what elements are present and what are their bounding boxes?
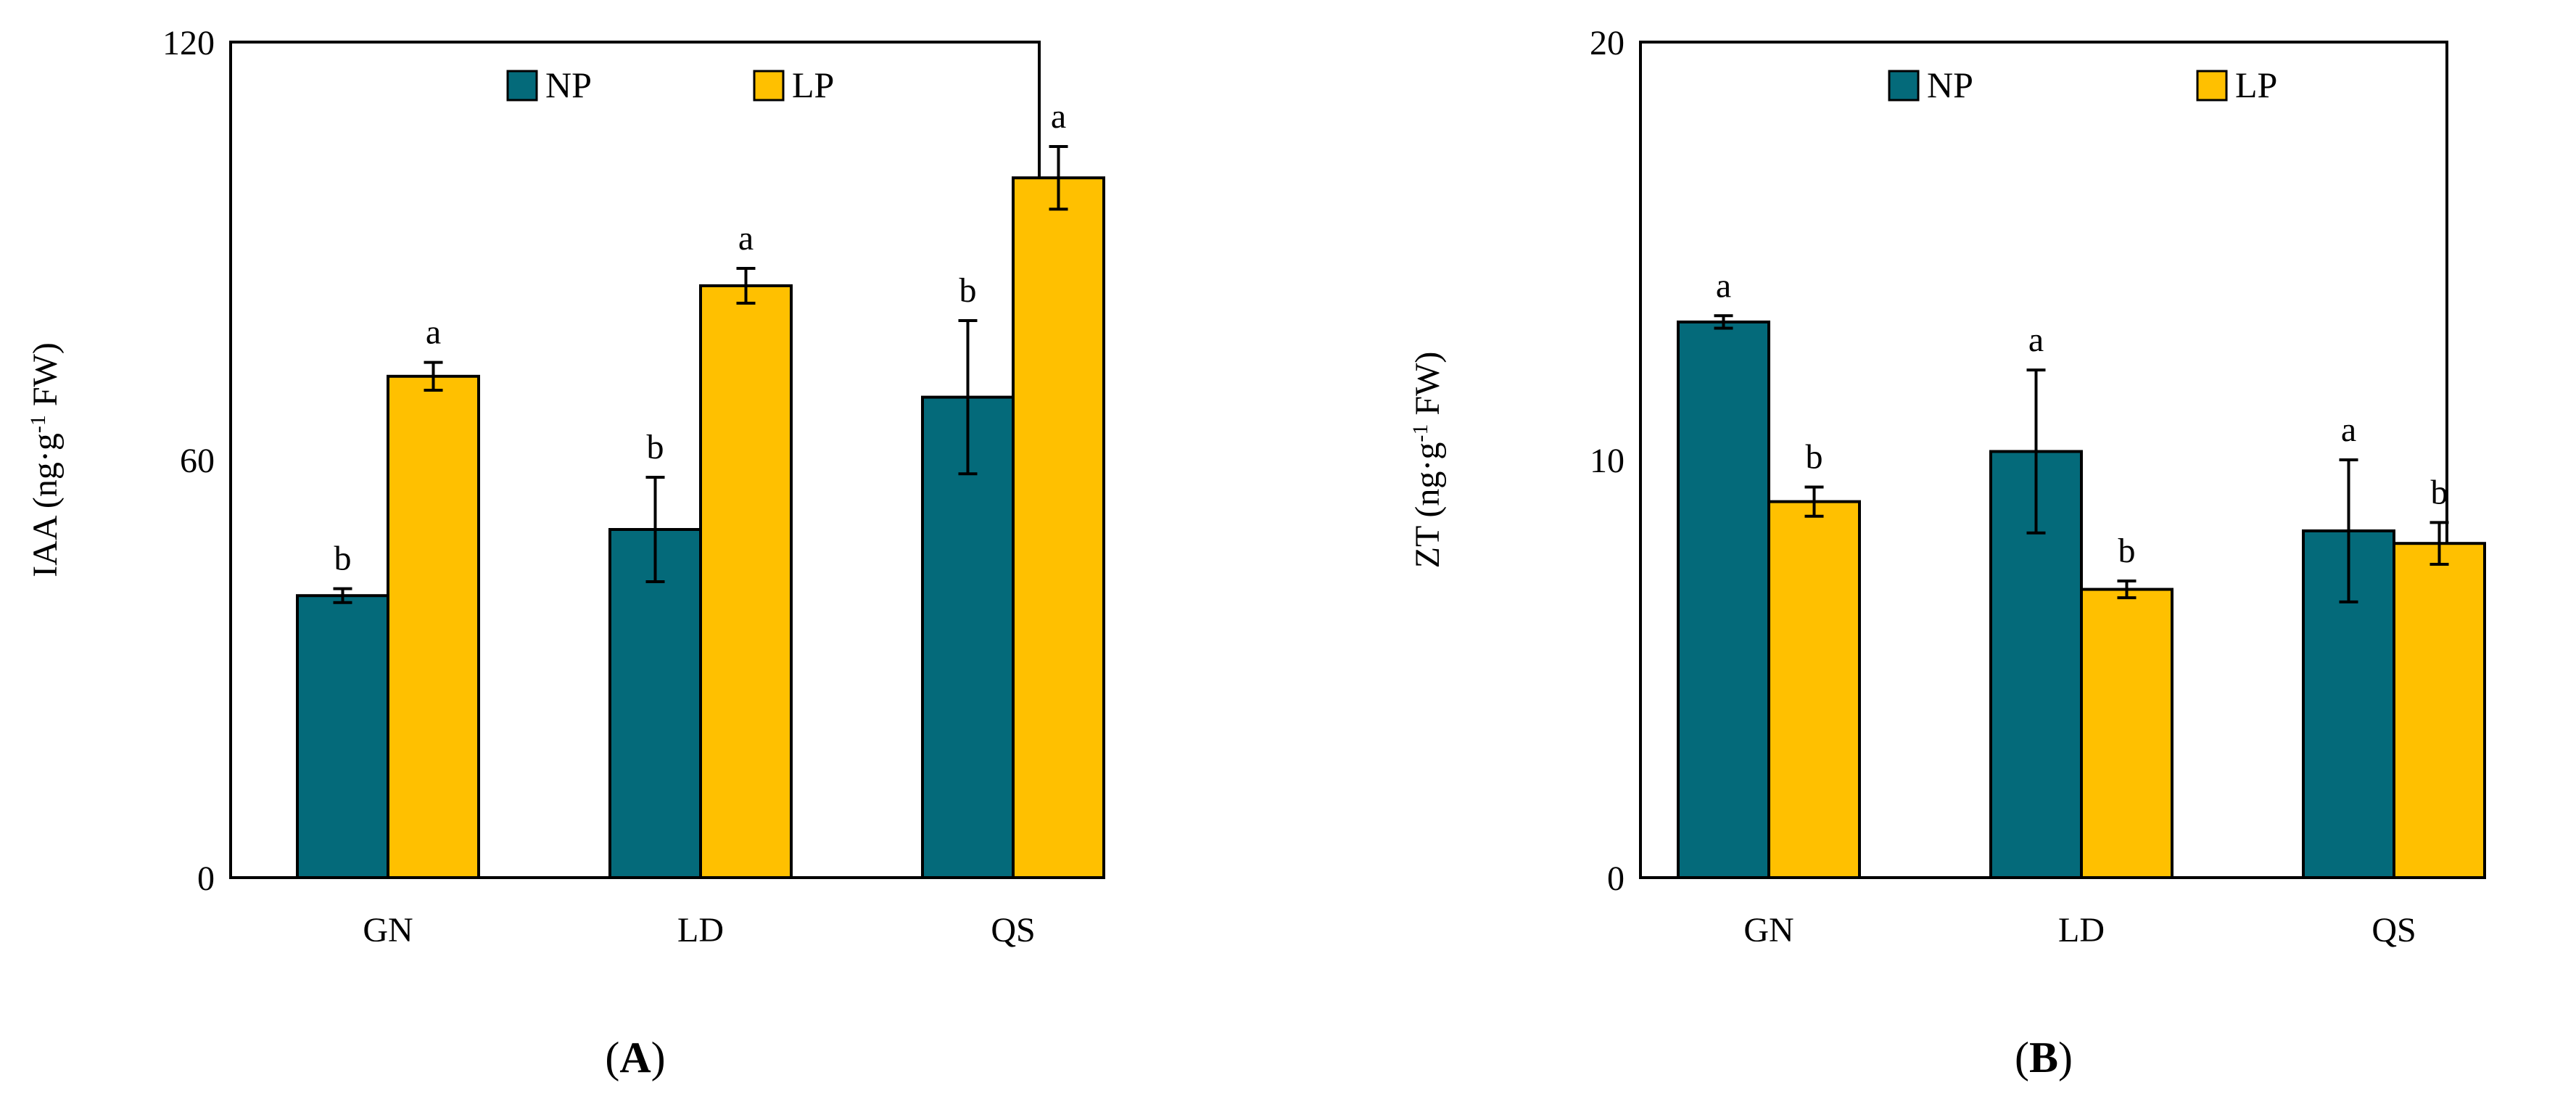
panel-b-x-tick-label: GN — [1743, 911, 1793, 949]
panel-a-y-tick-label: 120 — [162, 24, 215, 62]
panel-a-legend-swatch-lp — [753, 70, 785, 102]
panel-b-significance-labels: a a a b b b — [1716, 266, 2448, 570]
panel-a-chart: 0 60 120 b b b a a a GN LD QS NP LP IAA (ng·g-1 F… — [26, 24, 1105, 1081]
panel-a-legend: NP LP — [506, 65, 834, 105]
significance-label-lp-gn: b — [1806, 437, 1823, 476]
panel-a-legend-label-np: NP — [545, 65, 592, 105]
significance-label-lp-ld: a — [738, 219, 754, 257]
significance-label-lp-qs: b — [2431, 473, 2448, 511]
panel-a-x-tick-label: LD — [677, 911, 724, 949]
panel-b-chart: 0 10 20 a a a b b b GN LD QS NP LP ZT (ng·g-1 FW)… — [1408, 24, 2486, 1081]
panel-b-x-tick-labels: GN LD QS — [1743, 911, 2416, 949]
panel-b-legend-label-np: NP — [1927, 65, 1973, 105]
panel-b-legend: NP LP — [1888, 65, 2277, 105]
panel-a-y-tick-labels: 0 60 120 — [162, 24, 215, 898]
panel-a-label: (A) — [605, 1034, 665, 1081]
panel-a-x-tick-labels: GN LD QS — [363, 911, 1035, 949]
panel-a-y-axis-title: IAA (ng·g-1 FW) — [26, 342, 65, 577]
bar-np-gn — [1677, 320, 1770, 880]
panel-a-y-tick-label: 0 — [197, 859, 215, 898]
panel-b-y-axis-title: ZT (ng·g-1 FW) — [1408, 352, 1448, 569]
panel-a-y-tick-label: 60 — [180, 442, 215, 480]
bar-np-gn — [296, 594, 389, 879]
panel-b-y-tick-labels: 0 10 20 — [1590, 24, 1625, 898]
significance-label-np-gn: b — [334, 540, 352, 578]
bar-lp-gn — [1767, 500, 1861, 879]
significance-label-lp-ld: b — [2118, 532, 2136, 570]
panel-a-legend-swatch-np — [506, 70, 538, 102]
panel-b-legend-swatch-np — [1888, 70, 1920, 102]
bar-lp-qs — [1012, 176, 1105, 879]
panel-b-bars — [1677, 320, 2486, 880]
panel-b-x-tick-label: QS — [2371, 911, 2416, 949]
panel-b-legend-label-lp: LP — [2235, 65, 2277, 105]
panel-a-bars — [296, 176, 1105, 879]
panel-b-y-tick-label: 0 — [1607, 859, 1625, 898]
panel-b-legend-swatch-lp — [2196, 70, 2228, 102]
bar-lp-ld — [2080, 588, 2174, 879]
bar-lp-gn — [387, 374, 480, 879]
panel-b-x-tick-label: LD — [2058, 911, 2105, 949]
bar-lp-ld — [699, 284, 793, 879]
bar-lp-qs — [2393, 542, 2486, 879]
panel-b-y-tick-label: 10 — [1590, 442, 1625, 480]
panel-b-error-bars — [1714, 314, 2449, 603]
panel-a-x-tick-label: GN — [363, 911, 413, 949]
panel-a-legend-label-lp: LP — [792, 65, 834, 105]
significance-label-lp-gn: a — [426, 313, 441, 352]
panel-b-y-tick-label: 20 — [1590, 24, 1625, 62]
panel-a-x-tick-label: QS — [991, 911, 1035, 949]
bar-np-qs — [921, 395, 1015, 879]
panel-a-significance-labels: b b b a a a — [334, 97, 1067, 578]
panel-a-error-bars — [333, 145, 1068, 604]
significance-label-np-ld: a — [2028, 321, 2044, 359]
significance-label-lp-qs: a — [1051, 97, 1066, 136]
significance-label-np-qs: b — [959, 271, 977, 310]
significance-label-np-gn: a — [1716, 266, 1731, 305]
significance-label-np-qs: a — [2341, 411, 2356, 449]
significance-label-np-ld: b — [647, 428, 664, 466]
panel-b-label: (B) — [2015, 1034, 2073, 1081]
